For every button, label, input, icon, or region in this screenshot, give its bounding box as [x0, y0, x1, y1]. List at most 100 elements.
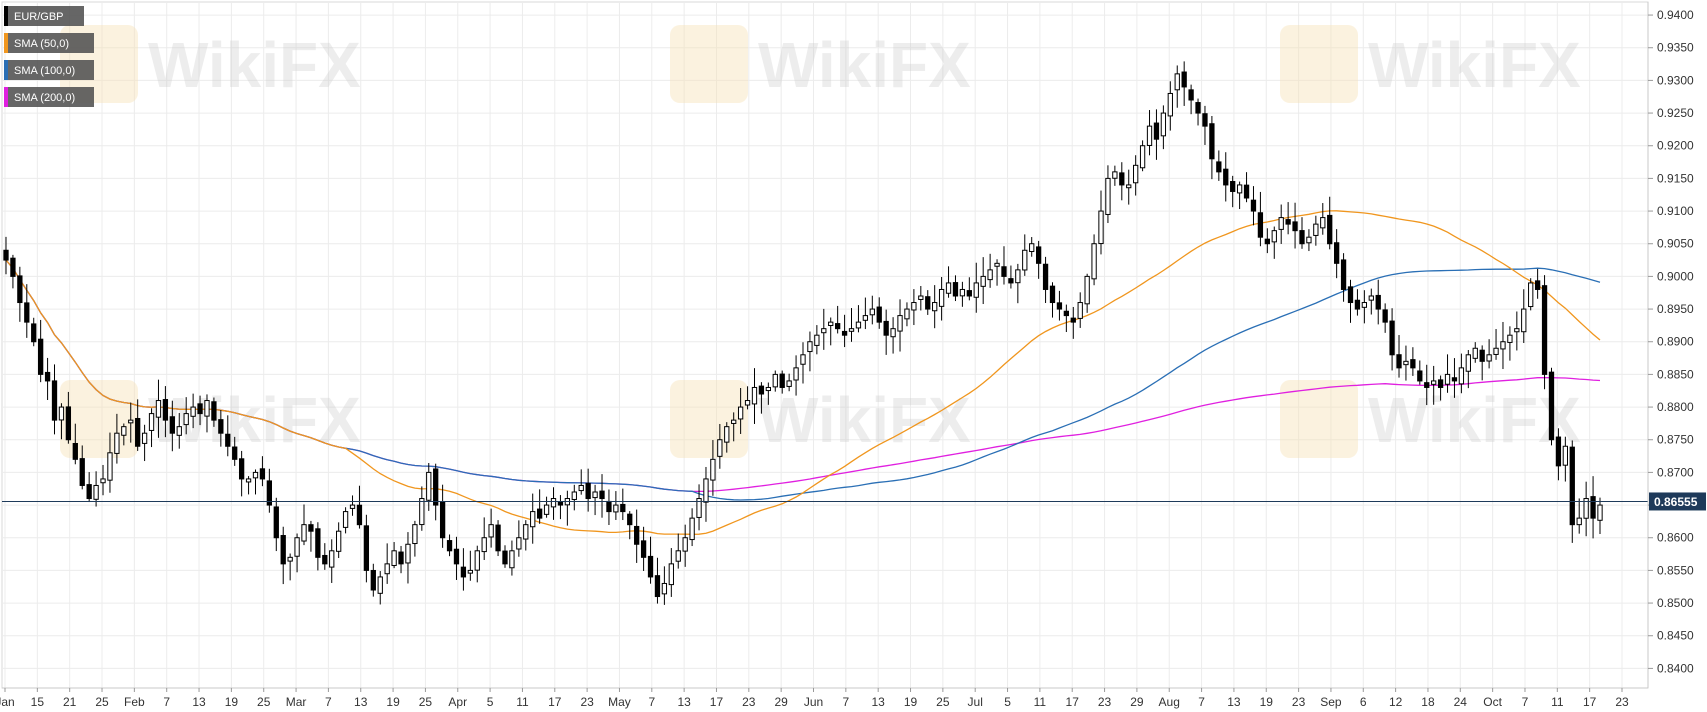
candle[interactable]	[640, 526, 647, 571]
candle[interactable]	[1035, 240, 1042, 279]
candle[interactable]	[550, 487, 557, 520]
candle[interactable]	[862, 297, 869, 330]
candle[interactable]	[1583, 481, 1589, 537]
candle[interactable]	[1354, 289, 1361, 316]
candle[interactable]	[1375, 279, 1381, 325]
candle[interactable]	[689, 508, 695, 547]
candle[interactable]	[1507, 326, 1513, 361]
candle[interactable]	[897, 299, 903, 352]
candle[interactable]	[1437, 375, 1444, 401]
candle[interactable]	[1451, 358, 1458, 398]
candle[interactable]	[204, 394, 210, 433]
candle[interactable]	[516, 520, 522, 557]
candle[interactable]	[1333, 229, 1340, 279]
candle[interactable]	[1521, 289, 1527, 343]
candle[interactable]	[114, 413, 120, 464]
candle[interactable]	[356, 485, 363, 529]
candle[interactable]	[238, 450, 245, 497]
candle[interactable]	[349, 495, 356, 516]
candle[interactable]	[682, 524, 688, 567]
candle[interactable]	[599, 474, 605, 518]
candle[interactable]	[703, 466, 709, 522]
candle[interactable]	[841, 314, 848, 348]
candle[interactable]	[814, 325, 820, 355]
candle[interactable]	[1465, 350, 1471, 389]
candle[interactable]	[710, 440, 716, 496]
candle[interactable]	[1236, 181, 1243, 210]
candle[interactable]	[419, 486, 425, 531]
candle[interactable]	[1139, 140, 1146, 172]
candle[interactable]	[959, 281, 966, 307]
candle[interactable]	[1098, 190, 1104, 255]
candle[interactable]	[1292, 202, 1298, 249]
candle[interactable]	[1479, 345, 1485, 381]
candle[interactable]	[211, 397, 217, 427]
candle[interactable]	[481, 517, 487, 560]
candle[interactable]	[169, 400, 175, 452]
candle[interactable]	[1146, 110, 1153, 156]
candle[interactable]	[1514, 311, 1520, 351]
candle[interactable]	[1264, 228, 1270, 254]
candle[interactable]	[107, 432, 113, 493]
candle[interactable]	[1133, 155, 1139, 196]
candle[interactable]	[225, 415, 231, 457]
candle[interactable]	[1534, 268, 1541, 299]
candle[interactable]	[918, 286, 924, 311]
candle[interactable]	[370, 563, 376, 597]
candle[interactable]	[613, 491, 619, 520]
candle[interactable]	[1216, 150, 1222, 181]
candle[interactable]	[1285, 202, 1291, 235]
candle[interactable]	[38, 319, 44, 383]
candle[interactable]	[925, 290, 931, 315]
candle[interactable]	[543, 496, 550, 518]
candle[interactable]	[1153, 109, 1160, 160]
candle[interactable]	[675, 533, 681, 569]
candle[interactable]	[731, 412, 737, 442]
candle[interactable]	[93, 471, 99, 507]
candle[interactable]	[273, 497, 279, 552]
candle[interactable]	[1417, 360, 1423, 385]
candle[interactable]	[287, 553, 293, 581]
candle[interactable]	[890, 317, 896, 354]
candle[interactable]	[433, 463, 439, 521]
candle[interactable]	[44, 357, 51, 401]
candle[interactable]	[536, 489, 543, 524]
candle[interactable]	[1001, 246, 1007, 285]
candle[interactable]	[1119, 162, 1125, 201]
candle[interactable]	[1555, 428, 1562, 481]
candle[interactable]	[1576, 498, 1582, 534]
candle[interactable]	[453, 536, 460, 580]
candle[interactable]	[1243, 172, 1250, 203]
candle[interactable]	[58, 403, 65, 440]
candle[interactable]	[1008, 265, 1014, 289]
candle[interactable]	[1126, 169, 1132, 205]
candle[interactable]	[1382, 303, 1388, 333]
candle[interactable]	[828, 317, 834, 346]
candle[interactable]	[1500, 321, 1506, 370]
candle[interactable]	[1223, 152, 1229, 202]
candle[interactable]	[1368, 288, 1374, 315]
candle[interactable]	[835, 305, 841, 334]
candle[interactable]	[883, 309, 889, 355]
candle[interactable]	[51, 364, 58, 435]
candle[interactable]	[627, 511, 633, 540]
candle[interactable]	[1257, 191, 1264, 247]
candle[interactable]	[1160, 105, 1167, 150]
candle[interactable]	[1424, 364, 1430, 406]
candle[interactable]	[945, 266, 952, 298]
candle[interactable]	[1174, 65, 1180, 108]
candle[interactable]	[786, 373, 792, 392]
legend-item[interactable]: SMA (50,0)	[4, 33, 94, 53]
candle[interactable]	[987, 253, 993, 288]
candle[interactable]	[1070, 306, 1076, 339]
candle[interactable]	[502, 545, 508, 568]
candle[interactable]	[578, 469, 584, 495]
candle[interactable]	[1042, 256, 1049, 303]
candle[interactable]	[315, 522, 321, 571]
candle[interactable]	[973, 262, 979, 313]
candle[interactable]	[474, 545, 480, 583]
candle[interactable]	[1188, 84, 1194, 115]
candle[interactable]	[426, 462, 432, 511]
candle[interactable]	[446, 534, 453, 557]
legend-item[interactable]: EUR/GBP	[4, 6, 84, 26]
